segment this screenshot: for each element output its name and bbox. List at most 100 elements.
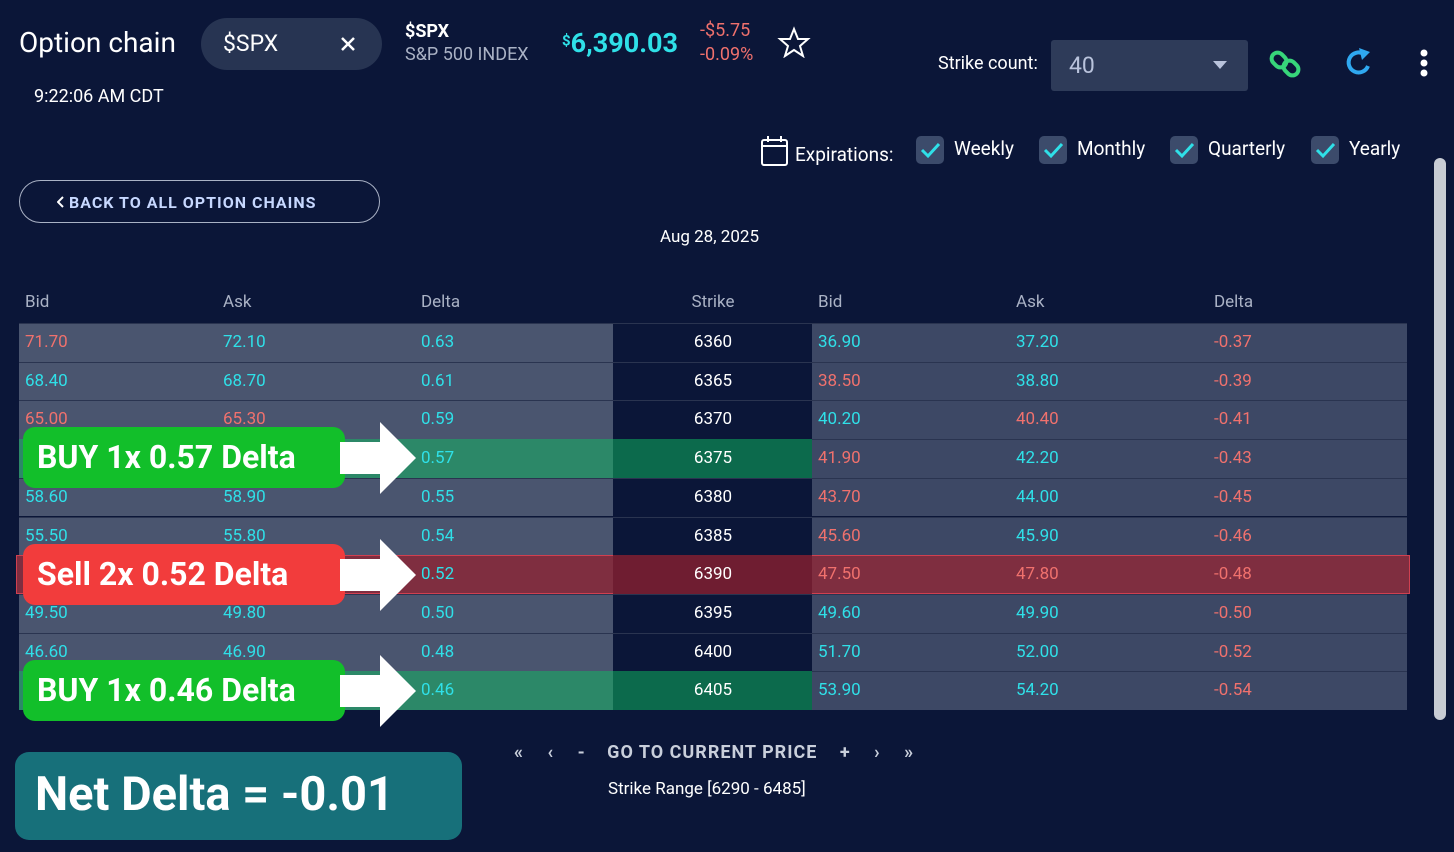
table-cell: 52.00: [1016, 641, 1059, 662]
row-puts-bg: [812, 439, 1407, 478]
checkbox[interactable]: [1170, 136, 1198, 164]
symbol-input[interactable]: $SPX: [201, 18, 382, 70]
table-cell: 6365: [693, 370, 733, 391]
table-cell: 6385: [693, 525, 733, 546]
table-cell: 0.59: [421, 409, 455, 430]
expiration-option[interactable]: Quarterly: [1170, 136, 1285, 164]
table-cell: 42.20: [1016, 448, 1059, 469]
row-puts-bg: [812, 400, 1407, 440]
scrollbar[interactable]: [1434, 158, 1446, 720]
table-cell: 49.80: [223, 602, 266, 623]
table-cell: 0.46: [421, 680, 455, 701]
table-cell: 55.80: [223, 525, 266, 546]
column-header: Bid: [818, 292, 843, 312]
table-cell: 49.60: [818, 602, 861, 623]
prev-page[interactable]: ‹: [547, 742, 554, 763]
refresh-icon[interactable]: [1342, 46, 1376, 80]
table-cell: 0.63: [421, 332, 455, 352]
table-cell: 6390: [693, 564, 733, 585]
table-cell: -0.54: [1214, 680, 1252, 701]
table-cell: 58.60: [25, 486, 68, 507]
index-name: S&P 500 INDEX: [405, 44, 529, 65]
column-header: Ask: [223, 292, 252, 312]
table-cell: 36.90: [818, 332, 861, 352]
change: -$5.75: [700, 20, 751, 41]
expiration-option[interactable]: Weekly: [916, 136, 1014, 164]
check-icon: [920, 142, 941, 159]
table-cell: 44.00: [1016, 486, 1059, 507]
row-puts-bg: [812, 671, 1407, 710]
table-cell: 6375: [693, 448, 733, 469]
back-text: BACK TO ALL OPTION CHAINS: [69, 193, 317, 212]
table-cell: 0.50: [421, 602, 455, 623]
table-cell: 71.70: [25, 332, 68, 352]
table-cell: 45.60: [818, 525, 861, 546]
expiration-name: Quarterly: [1208, 137, 1286, 161]
menu-icon[interactable]: [1418, 48, 1430, 78]
checkbox[interactable]: [916, 136, 944, 164]
check-icon: [1043, 142, 1064, 159]
table-cell: -0.37: [1214, 332, 1252, 352]
table-cell: 47.50: [818, 564, 861, 585]
table-cell: 49.90: [1016, 602, 1059, 623]
table-cell: 38.80: [1016, 370, 1059, 391]
checkbox[interactable]: [1039, 136, 1067, 164]
expiration-option[interactable]: Yearly: [1311, 136, 1400, 164]
back-button[interactable]: BACK TO ALL OPTION CHAINS: [19, 180, 380, 223]
row-puts-bg: [812, 593, 1407, 633]
table-cell: -0.43: [1214, 448, 1252, 469]
row-puts-bg: [812, 323, 1407, 362]
first-page[interactable]: «: [514, 742, 523, 763]
table-cell: 6370: [693, 409, 733, 430]
symbol: $SPX: [223, 30, 279, 57]
strike-range: Strike Range [6290 - 6485]: [608, 779, 806, 799]
last-page[interactable]: »: [904, 742, 914, 763]
table-cell: -0.41: [1214, 409, 1252, 430]
callout-label: Sell 2x 0.52 Delta: [23, 543, 345, 605]
buy-highlight-strike: [613, 439, 812, 478]
star-icon[interactable]: [777, 26, 811, 58]
change-pct: -0.09%: [700, 44, 754, 65]
expiration-option[interactable]: Monthly: [1039, 136, 1145, 164]
net-delta-box: Net Delta = -0.01: [15, 752, 462, 840]
table-cell: 72.10: [223, 332, 266, 352]
table-cell: 6400: [693, 641, 733, 662]
current-price[interactable]: GO TO CURRENT PRICE: [607, 742, 818, 763]
row-strike-bg: [613, 361, 812, 401]
ticker: $SPX: [405, 21, 450, 42]
minus[interactable]: -: [577, 742, 585, 763]
plus[interactable]: +: [839, 742, 850, 763]
table-cell: 40.20: [818, 409, 861, 430]
table-cell: -0.48: [1214, 564, 1252, 585]
row-puts-bg: [812, 516, 1407, 556]
row-strike-bg: [613, 400, 812, 440]
table-cell: 55.50: [25, 525, 68, 546]
table-cell: 0.61: [421, 370, 455, 391]
column-header: Delta: [1214, 292, 1254, 312]
title: Option chain: [19, 26, 176, 59]
row-strike-bg: [613, 477, 812, 517]
callout-arrow: [340, 538, 416, 611]
clear-icon[interactable]: [341, 37, 355, 51]
dropdown-icon: [1213, 61, 1227, 69]
net-delta: Net Delta = -0.01: [35, 767, 394, 822]
table-cell: -0.39: [1214, 370, 1252, 391]
currency: $: [562, 31, 571, 50]
callout-arrow: [340, 422, 416, 495]
callout-arrow: [340, 654, 416, 727]
table-cell: -0.46: [1214, 525, 1252, 546]
checkbox[interactable]: [1311, 136, 1339, 164]
table-cell: 68.70: [223, 370, 266, 391]
price: $6,390.03: [562, 27, 678, 59]
calendar-icon: [761, 136, 788, 166]
table-cell: 45.90: [1016, 525, 1059, 546]
date: Aug 28, 2025: [660, 227, 760, 247]
link-icon[interactable]: [1268, 46, 1304, 82]
expiration-name: Monthly: [1077, 137, 1146, 161]
callout-label: BUY 1x 0.46 Delta: [23, 659, 345, 721]
strike-count-select[interactable]: 40: [1051, 40, 1248, 91]
next-page[interactable]: ›: [874, 742, 880, 763]
table-cell: 49.50: [25, 602, 68, 623]
check-icon: [1315, 142, 1336, 159]
table-cell: 0.57: [421, 448, 455, 469]
